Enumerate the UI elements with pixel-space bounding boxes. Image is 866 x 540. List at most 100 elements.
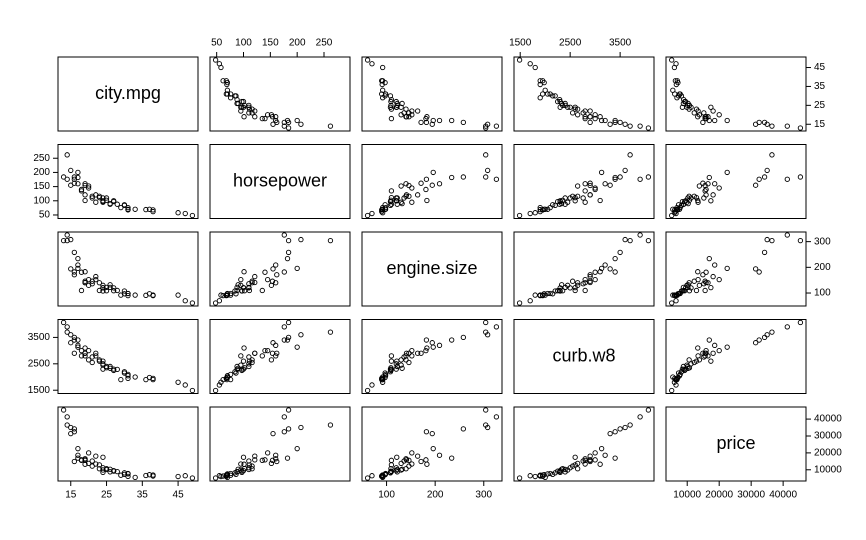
point [527,210,533,217]
point [284,337,291,343]
point [724,344,730,350]
point [673,298,679,304]
point [565,104,571,110]
point [423,337,430,343]
point [71,174,77,180]
point [540,473,546,480]
x-tick-label: 10000 [673,490,701,501]
point [582,181,588,187]
point [265,112,271,118]
point [449,174,455,181]
point [716,112,722,118]
point [423,457,429,463]
point [369,473,375,479]
point [327,237,334,244]
point [281,123,287,129]
x-tick-label: 20000 [705,490,733,501]
point [669,300,675,306]
point [68,340,74,346]
point [121,288,128,294]
point [107,284,113,291]
point [82,269,88,275]
point [388,195,395,201]
point [224,471,231,477]
point [587,272,593,278]
point [394,454,400,460]
point [89,195,95,201]
point [64,232,70,238]
point [388,358,395,364]
variable-label: engine.size [386,258,477,278]
y-tick-label: 15 [814,119,826,130]
point [285,407,292,413]
panel [361,56,503,132]
point [516,300,523,306]
point [71,458,77,465]
x-tick-label: 30000 [737,490,765,501]
point [270,430,276,437]
point [580,195,586,201]
point [409,347,415,354]
point [675,202,682,208]
point [570,278,576,284]
point [784,123,790,129]
point [235,365,241,371]
point [436,181,443,187]
point [607,430,613,437]
point [89,463,95,469]
point [64,422,70,428]
point [415,192,421,198]
point [64,176,70,182]
point [695,269,701,275]
point [150,207,156,213]
x-tick-label: 15 [65,490,77,501]
point [379,81,385,88]
point [380,204,386,211]
point [670,292,676,298]
point [752,121,759,127]
point [82,353,88,359]
point [71,350,77,356]
point [125,204,131,211]
point [233,370,239,376]
point [423,347,429,354]
point [493,324,500,330]
point [572,287,578,294]
point [64,152,70,158]
point [582,114,588,120]
point [797,319,804,326]
point [575,466,581,472]
point [702,278,708,284]
point [78,457,85,463]
point [387,366,394,372]
point [82,197,88,204]
point [274,350,280,356]
panel [209,144,351,219]
point [75,337,81,343]
panel [361,231,503,307]
point [240,104,247,110]
point [691,193,697,199]
point [150,375,156,381]
point [706,255,712,262]
point [617,426,623,432]
point [700,180,706,186]
point [298,236,304,243]
point [485,167,491,174]
point [493,414,500,420]
point [262,269,268,275]
point [587,180,593,186]
point [669,212,675,219]
point [82,192,88,198]
point [430,446,436,452]
point [64,324,70,330]
point [587,453,593,459]
panel [361,144,503,219]
point [555,198,561,205]
point [560,288,566,294]
point [107,466,113,472]
panel [209,231,351,307]
point [270,121,276,127]
point [797,125,804,131]
